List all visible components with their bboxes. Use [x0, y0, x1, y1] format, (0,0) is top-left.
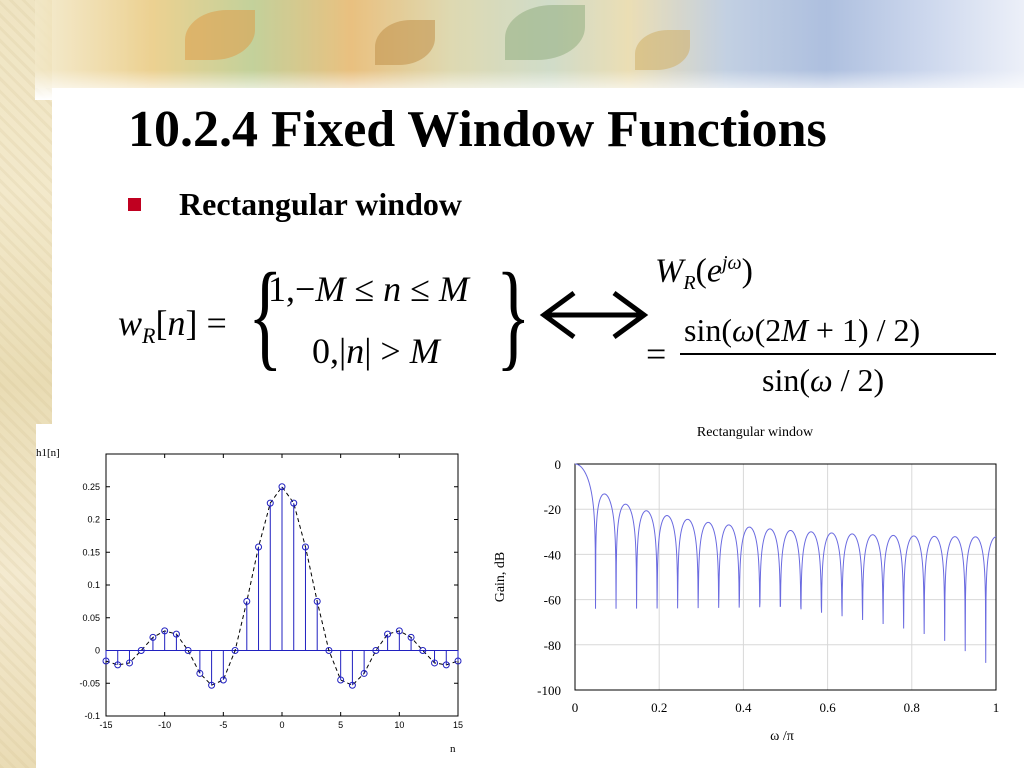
- stem-marker: [384, 630, 392, 638]
- stem-marker: [431, 659, 439, 667]
- gain-ytick-label: -100: [537, 683, 561, 698]
- stem-xtick-label: 15: [453, 720, 463, 730]
- fourier-pair-arrow: [534, 285, 654, 350]
- stem-marker: [114, 661, 122, 669]
- stem-marker: [255, 543, 263, 551]
- gain-xtick-label: 0.2: [651, 700, 667, 715]
- stem-marker: [442, 661, 450, 669]
- stem-ytick-label: -0.05: [79, 678, 100, 688]
- gain-xtick-label: 0.8: [904, 700, 920, 715]
- gain-xtick-label: 0: [572, 700, 579, 715]
- stem-marker: [161, 627, 169, 635]
- stem-xtick-label: -15: [99, 720, 112, 730]
- stem-xlabel: n: [450, 743, 456, 755]
- gain-ytick-label: -60: [544, 593, 561, 608]
- stem-marker: [231, 647, 239, 654]
- stem-marker: [290, 499, 298, 507]
- gain-response-line: [574, 463, 997, 663]
- stem-marker: [337, 676, 345, 684]
- gain-ytick-label: 0: [555, 457, 562, 472]
- gain-title: Rectangular window: [697, 425, 814, 440]
- stem-marker: [301, 543, 309, 551]
- stem-marker: [313, 597, 321, 605]
- bullet-text: Rectangular window: [179, 186, 462, 222]
- stem-ytick-label: 0.2: [87, 515, 100, 525]
- stem-marker: [266, 499, 274, 507]
- equals-sign: =: [646, 334, 667, 374]
- stem-ytick-label: 0.15: [82, 547, 100, 557]
- bullet-item: Rectangular window: [128, 186, 462, 223]
- gain-xtick-label: 0.6: [819, 700, 836, 715]
- stem-marker: [325, 647, 333, 654]
- gain-xlabel: ω /π: [770, 729, 794, 744]
- gain-plot-svg: Rectangular window 0 -20 -40 -60 -80 -100 0 0.…: [493, 425, 1000, 744]
- stem-marker: [196, 669, 204, 677]
- stem-marker: [372, 647, 380, 654]
- stem-ytick-label: -0.1: [84, 711, 100, 721]
- gain-xtick-label: 0.4: [735, 700, 752, 715]
- stem-marker: [102, 657, 110, 665]
- stem-ytick-label: 0.1: [87, 580, 100, 590]
- gain-ytick-label: -20: [544, 502, 561, 517]
- banner-fade: [35, 70, 1024, 100]
- stem-marker: [395, 627, 403, 635]
- stem-marker: [208, 681, 216, 689]
- stem-marker: [137, 647, 145, 654]
- right-brace: }: [496, 248, 531, 381]
- stem-marker: [219, 676, 227, 684]
- gain-ylabel: Gain, dB: [493, 552, 508, 603]
- stem-marker: [172, 630, 180, 638]
- stem-marker: [149, 633, 157, 641]
- stem-ytick-label: 0.05: [82, 613, 100, 623]
- stem-xtick-label: 0: [279, 720, 284, 730]
- slide-title: 10.2.4 Fixed Window Functions: [128, 101, 827, 158]
- stem-marker: [454, 657, 462, 665]
- stem-plot-bg: [36, 424, 476, 768]
- dtft-denominator: sin(ω / 2): [762, 362, 885, 398]
- dtft-numerator: sin(ω(2M + 1) / 2): [684, 312, 921, 348]
- gain-plot-axes: [574, 463, 997, 691]
- dtft-label: WR(ejω): [655, 252, 753, 295]
- stem-marker: [419, 647, 427, 654]
- stem-marker: [407, 633, 415, 641]
- parchment-decoration: [0, 0, 52, 768]
- case-2: 0,|n| > M: [312, 331, 440, 371]
- left-brace: {: [248, 248, 283, 381]
- stem-marker: [348, 681, 356, 689]
- gain-ytick-label: -40: [544, 547, 561, 562]
- gain-xtick-label: 1: [993, 700, 1000, 715]
- stem-marker: [278, 483, 286, 491]
- case-1: 1,−M ≤ n ≤ M: [268, 269, 469, 309]
- gain-response-chart: Rectangular window 0 -20 -40 -60 -80 -100 0 0.…: [486, 418, 1016, 758]
- stem-ytick-label: 0: [95, 646, 100, 656]
- stem-plot-svg: h1[n] n -0.1 -0.05 0 0.05 0.1 0.15 0.2 0.25 -15…: [36, 424, 476, 768]
- bullet-square-icon: [128, 198, 141, 211]
- stem-marker: [125, 659, 133, 667]
- stem-ylabel: h1[n]: [36, 447, 60, 459]
- stem-marker: [360, 669, 368, 677]
- stem-xtick-label: 10: [394, 720, 404, 730]
- stem-xtick-label: 5: [338, 720, 343, 730]
- double-arrow-icon: [539, 290, 649, 340]
- stem-marker: [243, 597, 251, 605]
- stem-marker: [184, 647, 192, 654]
- stem-xtick-label: -5: [219, 720, 227, 730]
- gain-ytick-label: -80: [544, 638, 561, 653]
- impulse-response-chart: h1[n] n -0.1 -0.05 0 0.05 0.1 0.15 0.2 0.25 -15…: [36, 424, 476, 768]
- stem-ytick-label: 0.25: [82, 482, 100, 492]
- equation-lhs: wR[n] =: [118, 303, 227, 349]
- fraction-bar: [680, 353, 996, 355]
- stem-xtick-label: -10: [158, 720, 171, 730]
